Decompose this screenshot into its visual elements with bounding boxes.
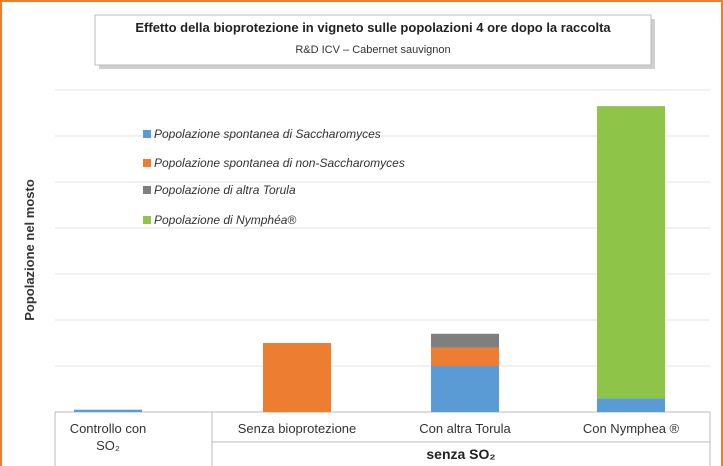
x-tick-label: Senza bioprotezione xyxy=(237,421,357,436)
bar-segment xyxy=(74,409,142,412)
legend-label: Popolazione spontanea di non-Saccharomyc… xyxy=(154,156,405,170)
legend-label: Popolazione di altra Torula xyxy=(154,183,296,197)
bar-segment xyxy=(431,347,499,366)
legend-label: Popolazione di Nymphéa® xyxy=(154,213,296,227)
legend-swatch xyxy=(143,186,151,194)
y-axis-label: Popolazione nel mosto xyxy=(22,179,37,321)
chart-title: Effetto della bioprotezione in vigneto s… xyxy=(135,20,611,35)
bar-segment xyxy=(597,398,665,412)
title-box xyxy=(94,14,652,66)
x-tick-label: Con Nymphea ® xyxy=(582,421,680,436)
legend-label: Popolazione spontanea di Saccharomyces xyxy=(154,127,381,141)
legend-swatch xyxy=(143,159,151,167)
bar-segment xyxy=(263,343,331,412)
x-tick-label: Con altra Torula xyxy=(419,421,511,436)
bar-segment xyxy=(597,106,665,399)
chart-subtitle: R&D ICV – Cabernet sauvignon xyxy=(295,44,450,56)
legend-swatch xyxy=(143,130,151,138)
legend-swatch xyxy=(143,216,151,224)
group-label: senza SO₂ xyxy=(426,446,495,462)
bar-segment xyxy=(431,333,499,348)
x-tick-label: Controllo con SO₂ xyxy=(69,421,147,453)
bar-segment xyxy=(431,366,499,412)
